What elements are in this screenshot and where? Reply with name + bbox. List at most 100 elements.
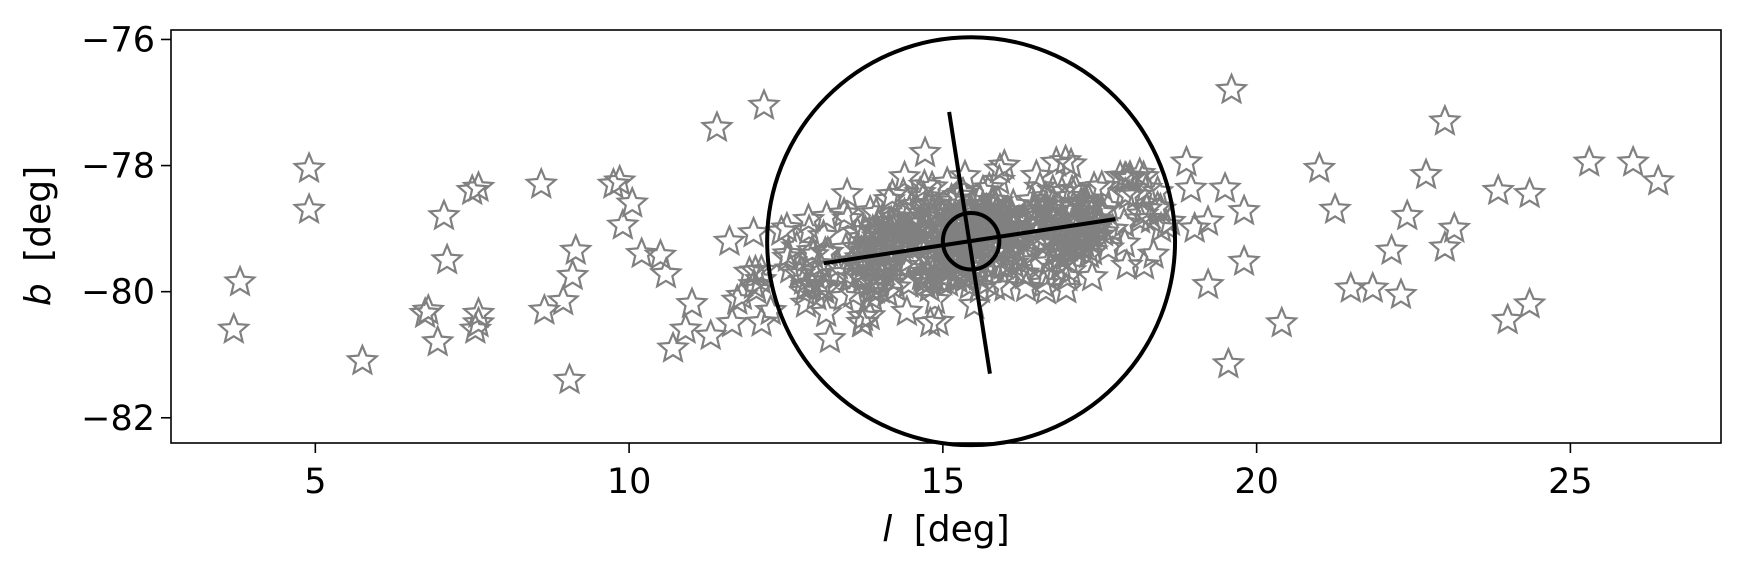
star-point xyxy=(987,147,1022,181)
star-point xyxy=(1054,146,1089,179)
star-point xyxy=(1437,210,1472,244)
star-point xyxy=(656,330,691,363)
star-point xyxy=(1572,144,1607,177)
star-point xyxy=(643,237,678,271)
star-point xyxy=(1085,193,1120,226)
star-point xyxy=(947,158,982,191)
star-point xyxy=(1109,247,1144,281)
star-point xyxy=(1095,211,1130,245)
star-point xyxy=(843,240,878,273)
x-axis-unit: [deg] xyxy=(914,509,1010,550)
star-point xyxy=(876,262,911,295)
star-point xyxy=(674,286,709,319)
star-point xyxy=(1058,204,1093,237)
star-point xyxy=(809,199,844,232)
y-tick-label: −78 xyxy=(81,147,155,187)
star-point xyxy=(1017,193,1052,226)
star-point xyxy=(1019,158,1054,191)
star-point xyxy=(1050,259,1085,292)
star-point xyxy=(828,255,863,288)
star-point xyxy=(732,254,767,287)
star-point xyxy=(1174,170,1208,204)
star-point xyxy=(799,278,834,311)
star-point xyxy=(461,169,496,203)
star-point xyxy=(420,324,455,357)
star-point xyxy=(426,198,461,231)
star-point xyxy=(809,295,844,328)
star-point xyxy=(827,195,862,229)
x-axis-symbol: l xyxy=(882,509,892,550)
star-point xyxy=(648,256,683,289)
star-point xyxy=(461,295,496,329)
star-point xyxy=(1214,72,1249,105)
y-axis-label: b [deg] xyxy=(18,166,59,306)
star-point xyxy=(907,167,942,201)
star-point xyxy=(1512,286,1547,319)
star-point xyxy=(852,298,887,331)
star-point xyxy=(1177,210,1212,243)
x-tick-label: 25 xyxy=(1548,462,1593,502)
star-point xyxy=(668,311,703,344)
star-point xyxy=(345,343,380,376)
star-point xyxy=(906,260,941,293)
star-point xyxy=(1074,215,1109,249)
star-point xyxy=(875,210,910,244)
x-tick-label: 5 xyxy=(304,462,326,502)
star-point xyxy=(223,264,258,297)
star-point xyxy=(1264,305,1299,338)
star-point xyxy=(855,279,890,312)
star-point xyxy=(744,304,779,337)
star-point xyxy=(699,109,734,143)
y-axis-symbol: b xyxy=(18,283,59,306)
star-point xyxy=(1169,144,1204,177)
star-point xyxy=(1208,170,1243,204)
star-point xyxy=(1318,191,1353,225)
star-point xyxy=(712,223,747,257)
y-tick-label: −76 xyxy=(81,20,155,60)
star-point xyxy=(889,293,924,327)
star-point xyxy=(1047,221,1082,254)
star-point xyxy=(860,219,895,252)
star-point xyxy=(845,305,880,338)
star-point xyxy=(787,262,822,296)
star-point xyxy=(1108,159,1143,193)
star-point xyxy=(624,235,659,269)
star-point xyxy=(1227,243,1262,277)
x-tick-label: 10 xyxy=(607,462,652,502)
star-point xyxy=(1035,172,1070,206)
star-point xyxy=(875,177,910,210)
y-axis-unit: [deg] xyxy=(18,166,59,262)
star-point xyxy=(1026,266,1061,299)
star-point xyxy=(861,205,896,238)
star-point xyxy=(555,258,590,291)
star-point xyxy=(1490,302,1525,335)
star-point xyxy=(1051,241,1086,275)
star-point xyxy=(1355,270,1390,303)
star-point xyxy=(1227,193,1262,226)
star-point xyxy=(1129,191,1164,224)
star-point xyxy=(830,176,865,209)
star-point xyxy=(908,135,943,168)
star-point xyxy=(615,185,650,218)
star-point xyxy=(917,282,952,315)
star-point xyxy=(975,182,1010,216)
plot-frame xyxy=(170,29,1722,444)
star-point xyxy=(693,317,728,351)
star-point xyxy=(1009,270,1044,303)
star-point xyxy=(1427,103,1462,136)
star-point xyxy=(933,225,968,258)
x-tick-label: 20 xyxy=(1234,462,1279,502)
y-tick-label: −82 xyxy=(81,399,155,439)
star-point xyxy=(1191,266,1226,300)
star-point xyxy=(919,195,954,229)
star-point xyxy=(715,305,750,338)
star-point xyxy=(977,268,1012,301)
x-tick-label: 15 xyxy=(921,462,966,502)
star-point xyxy=(1616,144,1651,177)
star-point xyxy=(1512,176,1547,209)
star-point xyxy=(292,191,327,225)
star-point xyxy=(795,233,830,266)
star-point xyxy=(558,232,593,266)
star-point xyxy=(872,182,907,215)
star-point xyxy=(787,273,822,307)
